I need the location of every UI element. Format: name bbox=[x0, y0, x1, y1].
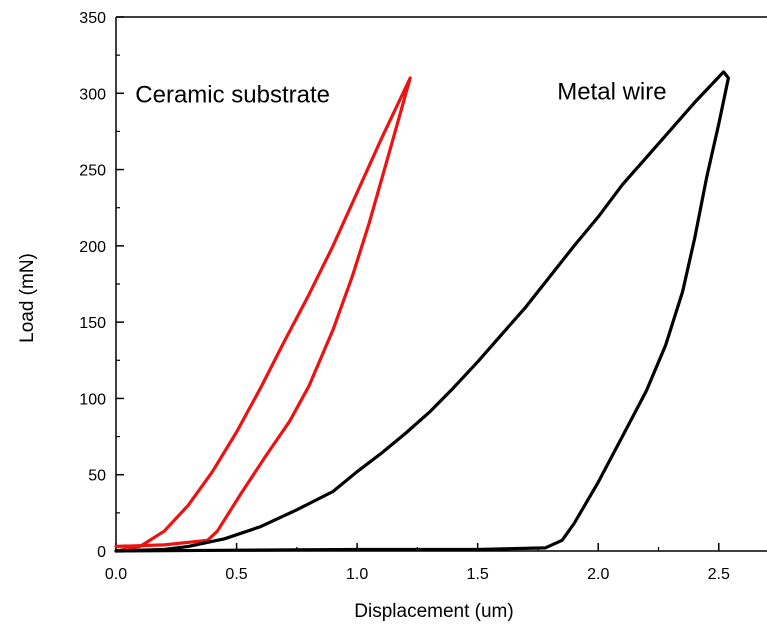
y-tick-label: 150 bbox=[79, 315, 106, 332]
x-tick-label: 1.5 bbox=[467, 566, 489, 583]
x-tick-label: 0.5 bbox=[225, 566, 247, 583]
y-axis-title: Load (mN) bbox=[17, 253, 38, 343]
y-tick-label: 300 bbox=[79, 86, 106, 103]
x-tick-label: 2.0 bbox=[587, 566, 609, 583]
annotation-label: Metal wire bbox=[557, 78, 666, 105]
annotation-layer: Ceramic substrate Metal wire bbox=[135, 78, 666, 108]
x-axis-title: Displacement (um) bbox=[354, 601, 513, 622]
x-tick-label: 2.5 bbox=[708, 566, 730, 583]
y-tick-label: 50 bbox=[88, 468, 106, 485]
y-tick-label: 350 bbox=[79, 10, 106, 27]
y-tick-label: 250 bbox=[79, 163, 106, 180]
series-line-1 bbox=[114, 76, 412, 553]
y-axis: 0 50 100 150 200 250 300 350 bbox=[79, 10, 124, 561]
y-tick-label: 0 bbox=[97, 544, 106, 561]
x-axis: 0.0 0.5 1.0 1.5 2.0 2.5 bbox=[105, 543, 730, 583]
series-layer bbox=[114, 70, 730, 553]
annotation-label: Ceramic substrate bbox=[135, 81, 330, 108]
series-line-2 bbox=[114, 70, 730, 553]
x-tick-label: 1.0 bbox=[346, 566, 368, 583]
y-tick-label: 200 bbox=[79, 239, 106, 256]
y-tick-label: 100 bbox=[79, 391, 106, 408]
x-tick-label: 0.0 bbox=[105, 566, 127, 583]
